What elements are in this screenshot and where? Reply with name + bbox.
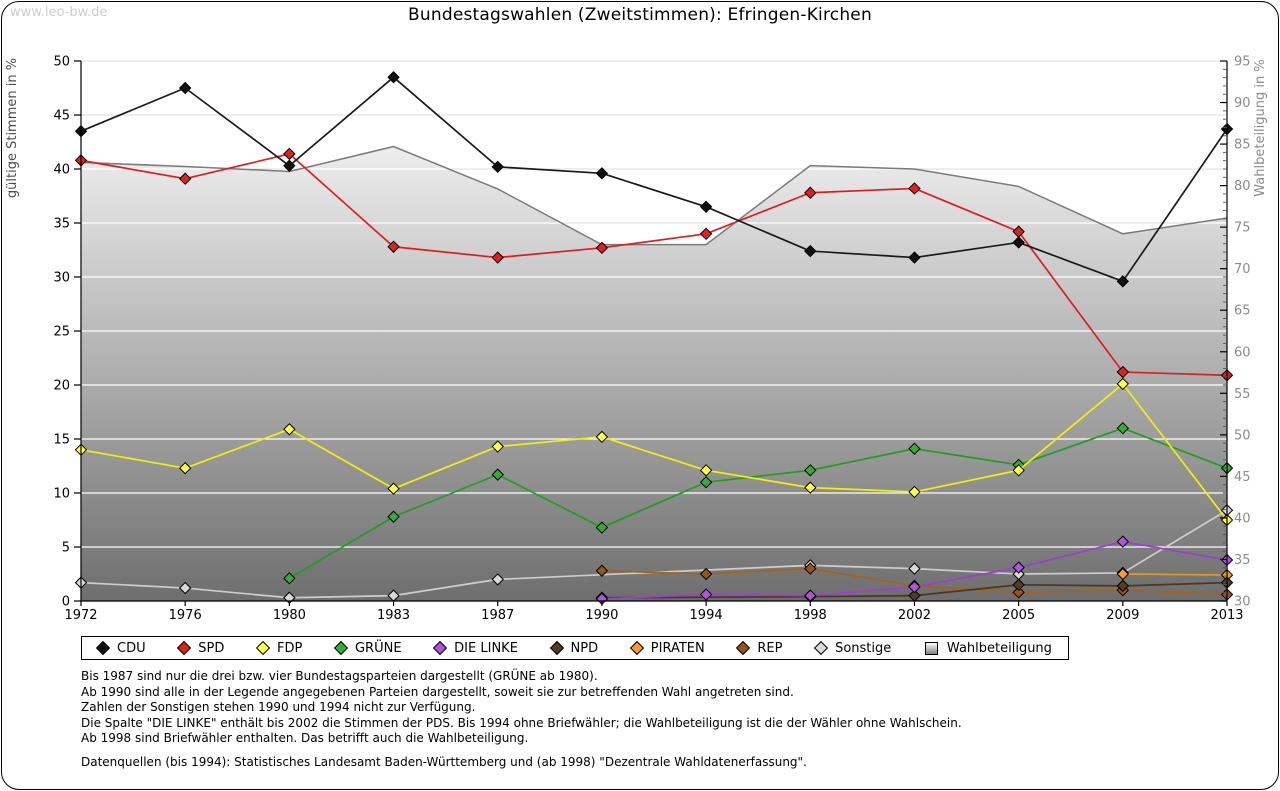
svg-text:55: 55 <box>1234 387 1251 402</box>
svg-text:30: 30 <box>53 271 70 286</box>
legend-diamond-marker <box>736 640 751 656</box>
legend-diamond-marker <box>333 640 349 656</box>
right-axis-title: Wahlbeteiligung in % <box>1253 59 1268 196</box>
footnotes: Bis 1987 sind nur die drei bzw. vier Bun… <box>81 669 962 770</box>
svg-text:75: 75 <box>1234 221 1251 236</box>
svg-text:1987: 1987 <box>481 608 514 623</box>
legend-label: PIRATEN <box>650 640 705 656</box>
legend-diamond-marker <box>629 640 644 656</box>
svg-text:1994: 1994 <box>690 608 723 623</box>
legend-item-npd: NPD <box>549 640 599 656</box>
legend-item-wahlbeteiligung: Wahlbeteiligung <box>924 640 1052 656</box>
legend-label: Sonstige <box>835 640 892 656</box>
legend-label: REP <box>757 640 783 656</box>
svg-text:2013: 2013 <box>1210 608 1243 623</box>
series-spd <box>74 147 1234 382</box>
footnote-line: Ab 1998 sind Briefwähler enthalten. Das … <box>81 731 529 745</box>
legend-item-die-linke: DIE LINKE <box>433 640 518 656</box>
legend-diamond-marker <box>255 640 271 656</box>
footnote-line: Die Spalte "DIE LINKE" enthält bis 2002 … <box>81 715 962 730</box>
legend-label: Wahlbeteiligung <box>946 640 1052 656</box>
legend-item-fdp: FDP <box>255 640 303 656</box>
legend-label: NPD <box>570 640 599 656</box>
wahlbeteiligung-line <box>80 145 1228 246</box>
svg-text:25: 25 <box>53 325 70 340</box>
legend-label: SPD <box>198 640 225 656</box>
legend-label: CDU <box>117 640 146 656</box>
svg-text:5: 5 <box>62 541 70 556</box>
legend-diamond-marker <box>549 640 564 656</box>
series-cdu <box>74 70 1234 288</box>
footnote-line: Zahlen der Sonstigen stehen 1990 und 199… <box>81 700 476 714</box>
svg-text:30: 30 <box>1234 595 1251 610</box>
legend-item-cdu: CDU <box>95 640 146 656</box>
svg-text:95: 95 <box>1234 55 1251 70</box>
svg-text:35: 35 <box>1234 553 1251 568</box>
svg-text:35: 35 <box>53 217 70 232</box>
svg-text:10: 10 <box>53 487 70 502</box>
svg-text:70: 70 <box>1234 262 1251 277</box>
legend-diamond-marker <box>814 640 829 656</box>
svg-text:1990: 1990 <box>585 608 618 623</box>
legend-label: FDP <box>277 640 303 656</box>
watermark: www.leo-bw.de <box>10 5 108 20</box>
svg-text:80: 80 <box>1234 179 1251 194</box>
svg-text:20: 20 <box>53 379 70 394</box>
legend-diamond-marker <box>177 640 192 656</box>
svg-text:1983: 1983 <box>377 608 410 623</box>
line-chart: 0 5 10 15 20 25 30 35 40 45 50 30 35 40 45 50 55 60 65 70 75… <box>5 55 1268 624</box>
svg-text:1976: 1976 <box>169 608 202 623</box>
legend-square-marker <box>924 641 938 655</box>
svg-text:40: 40 <box>1234 511 1251 526</box>
svg-text:45: 45 <box>53 109 70 124</box>
svg-text:65: 65 <box>1234 304 1251 319</box>
legend-item-grüne: GRÜNE <box>333 640 402 656</box>
svg-text:45: 45 <box>1234 470 1251 485</box>
wahlbeteiligung-area <box>81 146 1227 602</box>
chart-title: Bundestagswahlen (Zweitstimmen): Efringe… <box>408 5 872 25</box>
svg-text:1972: 1972 <box>64 608 97 623</box>
svg-text:15: 15 <box>53 433 70 448</box>
footnote-source: Datenquellen (bis 1994): Statistisches L… <box>81 754 807 769</box>
legend-item-rep: REP <box>736 640 783 656</box>
legend-item-sonstige: Sonstige <box>814 640 892 656</box>
svg-text:50: 50 <box>53 55 70 70</box>
svg-text:40: 40 <box>53 163 70 178</box>
left-axis-title: gültige Stimmen in % <box>5 58 20 198</box>
svg-text:2005: 2005 <box>1002 608 1035 623</box>
legend-label: DIE LINKE <box>454 640 518 656</box>
footnote-line: Bis 1987 sind nur die drei bzw. vier Bun… <box>81 669 598 683</box>
footnote-line: Ab 1990 sind alle in der Legende angegeb… <box>81 684 794 699</box>
legend-item-piraten: PIRATEN <box>629 640 705 656</box>
svg-text:2002: 2002 <box>898 608 931 623</box>
legend-item-spd: SPD <box>177 640 225 656</box>
svg-text:60: 60 <box>1234 345 1251 360</box>
svg-text:2009: 2009 <box>1106 608 1139 623</box>
legend-label: GRÜNE <box>354 640 402 656</box>
svg-text:85: 85 <box>1234 138 1251 153</box>
svg-text:50: 50 <box>1234 428 1251 443</box>
svg-text:1998: 1998 <box>794 608 827 623</box>
svg-text:0: 0 <box>62 595 70 610</box>
chart-legend: CDU SPD FDP GRÜNE DIE LINKE NPD PIRATEN REP Sons… <box>81 636 1069 660</box>
svg-text:1980: 1980 <box>273 608 306 623</box>
legend-diamond-marker <box>95 640 111 656</box>
svg-text:90: 90 <box>1234 96 1251 111</box>
legend-diamond-marker <box>433 640 448 656</box>
